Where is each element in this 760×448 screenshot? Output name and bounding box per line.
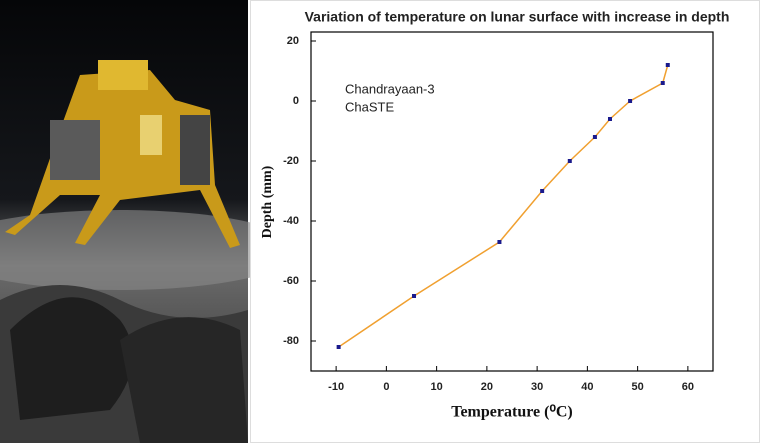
- annotation: Chandrayaan-3: [345, 81, 435, 96]
- x-tick-label: 50: [632, 381, 644, 393]
- x-tick-label: 0: [383, 381, 389, 393]
- annotation: ChaSTE: [345, 99, 394, 114]
- data-point: [336, 345, 341, 349]
- chart-title: Variation of temperature on lunar surfac…: [305, 9, 730, 25]
- x-axis-label: Temperature (⁰C): [451, 404, 573, 421]
- chart-panel: [250, 0, 760, 443]
- x-tick-label: 20: [481, 381, 493, 393]
- y-tick-label: -80: [283, 335, 299, 347]
- data-point: [592, 135, 597, 139]
- lander-photo: [0, 0, 300, 443]
- data-point: [665, 63, 670, 67]
- x-tick-label: 40: [581, 381, 593, 393]
- data-point: [660, 81, 665, 85]
- y-tick-label: 0: [293, 95, 299, 107]
- x-tick-label: -10: [328, 381, 344, 393]
- y-tick-label: -20: [283, 155, 299, 167]
- y-tick-label: -40: [283, 215, 299, 227]
- plot-frame: [310, 31, 714, 372]
- data-point: [412, 294, 417, 298]
- y-axis-label: Depth (mm): [260, 165, 275, 238]
- data-point: [497, 240, 502, 244]
- x-tick-label: 60: [682, 381, 694, 393]
- data-point: [628, 99, 633, 103]
- x-tick-label: 30: [531, 381, 543, 393]
- data-point: [540, 189, 545, 193]
- data-point: [607, 117, 612, 121]
- data-point: [567, 159, 572, 163]
- y-tick-label: -60: [283, 275, 299, 287]
- x-tick-label: 10: [431, 381, 443, 393]
- y-tick-label: 20: [287, 35, 299, 47]
- data-line: [338, 64, 669, 348]
